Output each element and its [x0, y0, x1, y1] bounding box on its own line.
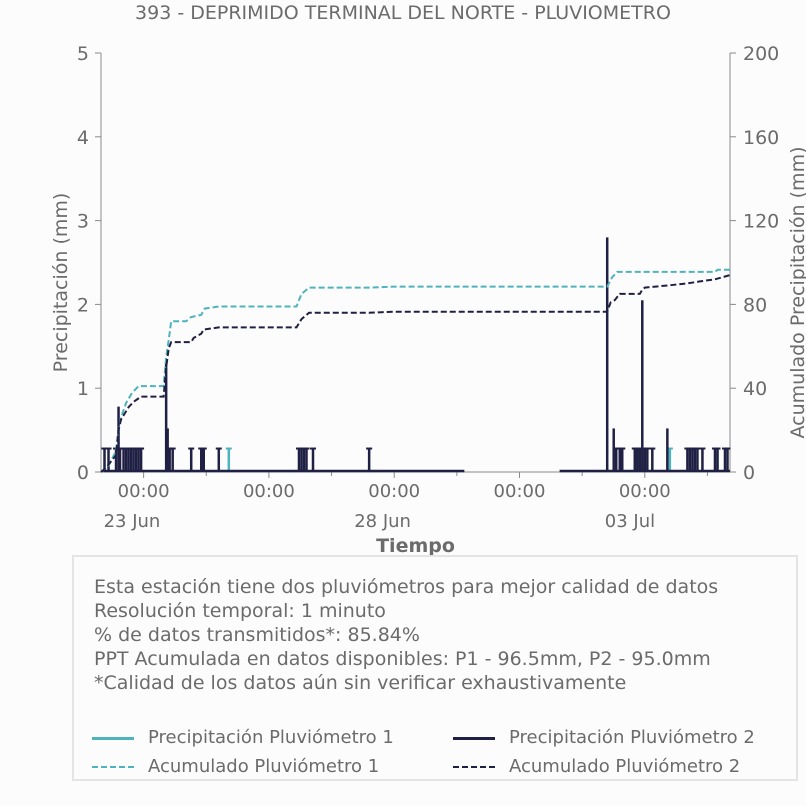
- right-tick-label: 200: [743, 43, 779, 65]
- info-line-stations: Esta estación tiene dos pluviómetros par…: [94, 576, 719, 598]
- x-tick-label: 00:00: [118, 481, 170, 502]
- info-line-quality-note: *Calidad de los datos aún sin verificar …: [94, 672, 627, 694]
- x-axis-label: Tiempo: [376, 535, 455, 557]
- x-date-label: 23 Jun: [104, 511, 161, 532]
- legend-swatch-a2: [453, 766, 495, 768]
- y-axis-label-left: Precipitación (mm): [50, 193, 72, 373]
- legend-label-a1: Acumulado Pluviómetro 1: [148, 756, 380, 777]
- legend-label-p2: Precipitación Pluviómetro 2: [509, 727, 755, 748]
- info-line-transmitted: % de datos transmitidos*: 85.84%: [94, 624, 420, 646]
- x-tick-label: 00:00: [494, 481, 546, 502]
- x-tick-label: 00:00: [619, 481, 671, 502]
- legend-label-p1: Precipitación Pluviómetro 1: [148, 727, 394, 748]
- chart-title: 393 - DEPRIMIDO TERMINAL DEL NORTE - PLU…: [135, 2, 671, 24]
- right-tick-label: 160: [743, 127, 779, 149]
- right-tick-label: 40: [743, 378, 767, 400]
- x-tick-label: 00:00: [368, 481, 420, 502]
- info-box: Esta estación tiene dos pluviómetros par…: [72, 555, 798, 781]
- legend-swatch-p1: [92, 737, 134, 740]
- left-tick-label: 1: [77, 378, 89, 400]
- precipitation-chart: 0 1 2 3 4 5 0 40 80 120 160 200 00:00 23 Jun 00:00 00:0…: [50, 43, 806, 557]
- legend: Precipitación Pluviómetro 1 Precipitació…: [92, 727, 792, 785]
- left-tick-label: 5: [77, 43, 89, 65]
- left-tick-label: 2: [77, 294, 89, 316]
- right-tick-label: 120: [743, 211, 779, 233]
- legend-swatch-p2: [453, 737, 495, 740]
- info-lines: Esta estación tiene dos pluviómetros par…: [94, 575, 718, 695]
- info-line-resolution: Resolución temporal: 1 minuto: [94, 600, 386, 622]
- info-line-accumulated: PPT Acumulada en datos disponibles: P1 -…: [94, 648, 711, 670]
- legend-label-a2: Acumulado Pluviómetro 2: [509, 756, 741, 777]
- right-tick-label: 80: [743, 294, 767, 316]
- x-tick-label: 00:00: [243, 481, 295, 502]
- right-tick-label: 0: [743, 462, 755, 484]
- legend-swatch-a1: [92, 766, 134, 768]
- left-tick-label: 4: [77, 127, 89, 149]
- left-tick-label: 3: [77, 211, 89, 233]
- x-date-label: 03 Jul: [605, 511, 655, 532]
- y-axis-label-right: Acumulado Precipitación (mm): [787, 147, 806, 439]
- cumulative-line: [100, 274, 731, 473]
- left-tick-label: 0: [77, 462, 89, 484]
- x-date-label: 28 Jun: [354, 511, 411, 532]
- cumulative-line: [100, 268, 730, 473]
